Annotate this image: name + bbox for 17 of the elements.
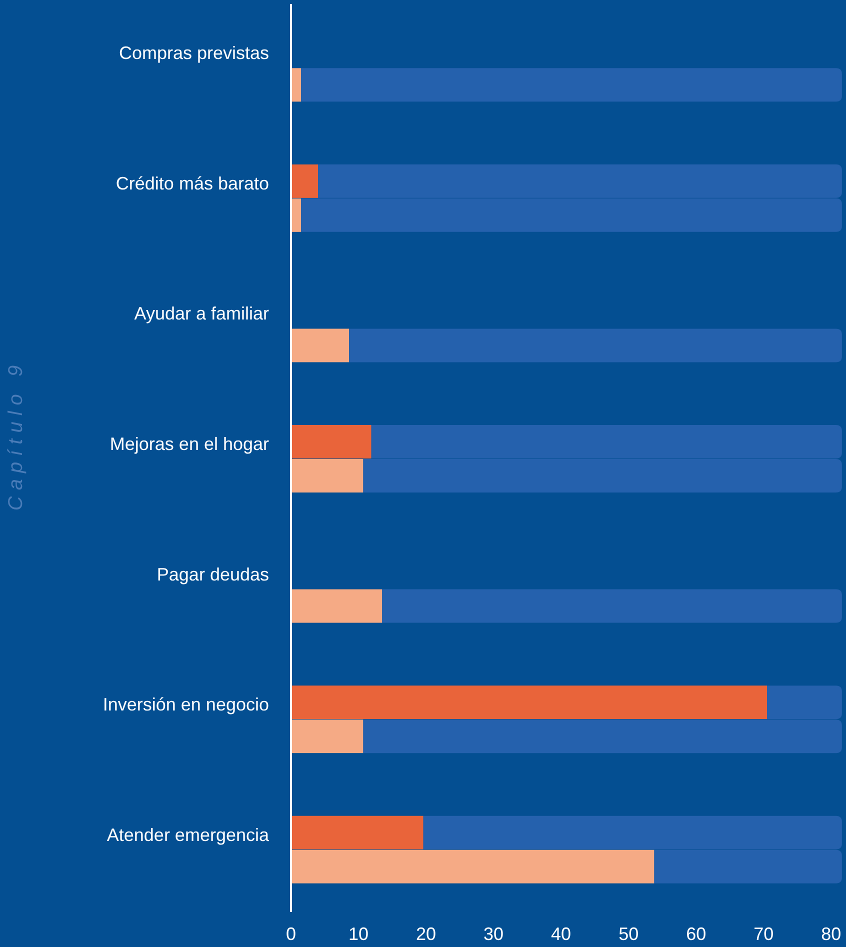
y-tick-label: Crédito más barato bbox=[116, 173, 269, 194]
text: Capítulo 9 bbox=[5, 359, 27, 511]
x-tick-label: 10 bbox=[348, 924, 369, 944]
y-tick-label: Mejoras en el hogar bbox=[110, 434, 270, 454]
y-tick-label: Pagar deudas bbox=[156, 564, 269, 584]
x-tick-label: 70 bbox=[754, 924, 774, 944]
y-tick-label: Ayudar a familiar bbox=[134, 304, 269, 324]
x-tick-label: 40 bbox=[551, 924, 572, 944]
x-tick-label: 30 bbox=[484, 924, 504, 944]
x-tick-label: 50 bbox=[618, 924, 639, 944]
x-tick-label: 80 bbox=[821, 924, 842, 944]
x-tick-label: 20 bbox=[416, 924, 436, 944]
x-tick-label: 60 bbox=[686, 924, 706, 944]
y-tick-label: Inversión en negocio bbox=[102, 694, 269, 715]
x-tick-label: 0 bbox=[286, 924, 296, 944]
y-tick-label: Atender emergencia bbox=[106, 824, 270, 845]
y-tick-label: Compras previstas bbox=[118, 43, 269, 64]
